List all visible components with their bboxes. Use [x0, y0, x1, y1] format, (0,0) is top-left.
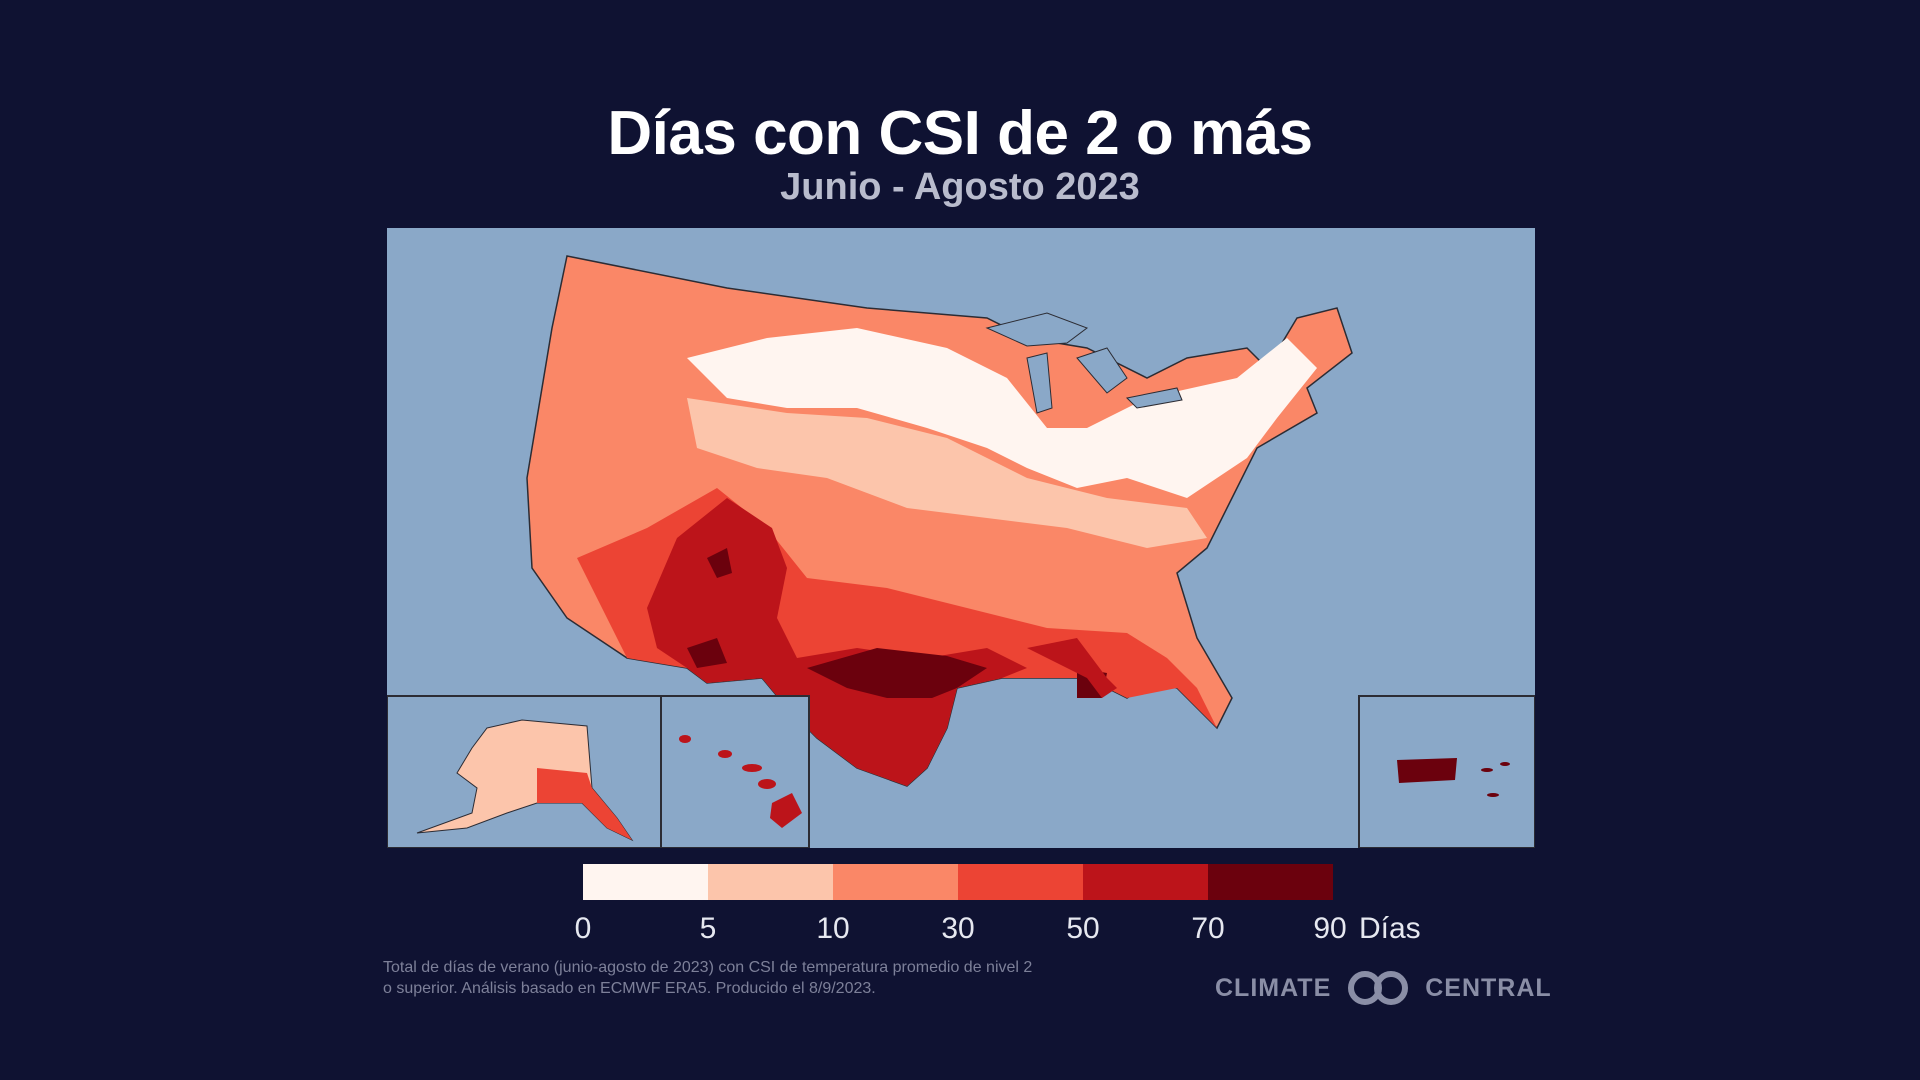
legend-tick-label: 5	[699, 912, 717, 945]
puerto-rico-island	[1397, 758, 1510, 797]
legend-swatch-0-5	[583, 864, 708, 900]
brand-word-left: CLIMATE	[1215, 973, 1332, 1002]
map-panel	[387, 228, 1535, 848]
legend-unit-label: Días	[1359, 912, 1421, 945]
brand-word-right: CENTRAL	[1425, 973, 1552, 1002]
legend-tick-label: 90	[1313, 912, 1347, 945]
hawaii-inset-frame	[660, 695, 810, 848]
florida-region	[1027, 638, 1127, 698]
legend-tick-label: 30	[941, 912, 975, 945]
page-subtitle: Junio - Agosto 2023	[780, 166, 1140, 208]
legend-tick-label: 10	[816, 912, 850, 945]
legend-tick-label: 0	[574, 912, 592, 945]
legend-tick-label: 50	[1066, 912, 1100, 945]
alaska-hot-area	[537, 768, 632, 840]
very-high-days-zone	[647, 498, 1027, 786]
legend-swatch-70-90	[1208, 864, 1333, 900]
legend-swatch-50-70	[1083, 864, 1208, 900]
low-days-north-zone	[687, 328, 1317, 498]
footnote: Total de días de verano (junio-agosto de…	[383, 959, 1033, 997]
hawaii-islands	[679, 735, 802, 828]
legend-swatch-30-50	[958, 864, 1083, 900]
linked-rings-logo-icon	[1348, 971, 1409, 1005]
page-title: Días con CSI de 2 o más	[607, 99, 1313, 168]
great-lakes	[985, 312, 1183, 414]
climate-central-logo: CLIMATE CENTRAL	[1215, 970, 1552, 1006]
legend-tick-label: 70	[1191, 912, 1225, 945]
light-band-zone	[687, 398, 1207, 548]
legend-color-bar	[583, 864, 1333, 900]
legend-swatch-5-10	[708, 864, 833, 900]
legend-swatch-10-30	[833, 864, 958, 900]
extreme-days-zone	[687, 548, 1107, 698]
us-heat-map	[387, 255, 1535, 848]
